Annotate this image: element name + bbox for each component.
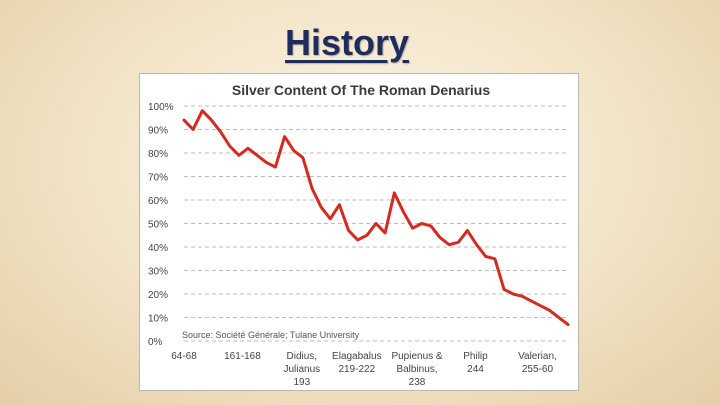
x-tick-label-line: 244: [467, 364, 484, 375]
x-tick-label-line: 161-168: [224, 351, 261, 362]
y-tick-label: 70%: [148, 173, 168, 184]
chart-source: Source: Société Générale; Tulane Univers…: [182, 330, 360, 340]
chart-frame: Silver Content Of The Roman Denarius 100%…: [139, 73, 579, 391]
x-tick-label-line: 238: [409, 377, 426, 388]
y-tick-label: 10%: [148, 314, 168, 325]
x-tick-label-line: 255-60: [522, 364, 554, 375]
x-tick-label-line: Balbinus,: [396, 364, 437, 375]
x-tick-label-line: 219-222: [338, 364, 375, 375]
y-tick-label: 30%: [148, 267, 168, 278]
y-tick-label: 100%: [148, 102, 174, 113]
x-tick-label: Pupienus & Balbinus, 238: [391, 351, 442, 388]
y-tick-label: 0%: [148, 337, 163, 348]
series-line: [182, 109, 570, 327]
slide-title: History: [284, 22, 410, 63]
chart-title: Silver Content Of The Roman Denarius: [232, 82, 490, 98]
x-tick-label-line: Julianus: [283, 364, 320, 375]
x-tick-label-line: Pupienus &: [391, 351, 442, 362]
y-tick-label: 50%: [148, 220, 168, 231]
y-tick-label: 80%: [148, 149, 168, 160]
line-chart: Silver Content Of The Roman Denarius 100%…: [148, 82, 570, 388]
x-tick-label: Valerian, 255-60: [518, 351, 557, 375]
x-tick-label-line: Didius,: [287, 351, 318, 362]
y-tick-label: 60%: [148, 196, 168, 207]
x-tick-label-line: 64-68: [171, 351, 197, 362]
y-tick-label: 20%: [148, 290, 168, 301]
y-tick-label: 40%: [148, 243, 168, 254]
x-tick-label-line: 193: [293, 377, 310, 388]
x-tick-label-line: Elagabalus: [332, 351, 381, 362]
x-tick-label-line: Philip: [463, 351, 488, 362]
x-tick-label: 64-68: [171, 351, 197, 362]
x-tick-label: Elagabalus 219-222: [332, 351, 381, 375]
x-tick-label: Didius, Julianus 193: [283, 351, 320, 388]
x-tick-label-line: Valerian,: [518, 351, 557, 362]
x-tick-label: 161-168: [224, 351, 261, 362]
x-tick-label: Philip 244: [463, 351, 488, 375]
y-tick-label: 90%: [148, 126, 168, 137]
